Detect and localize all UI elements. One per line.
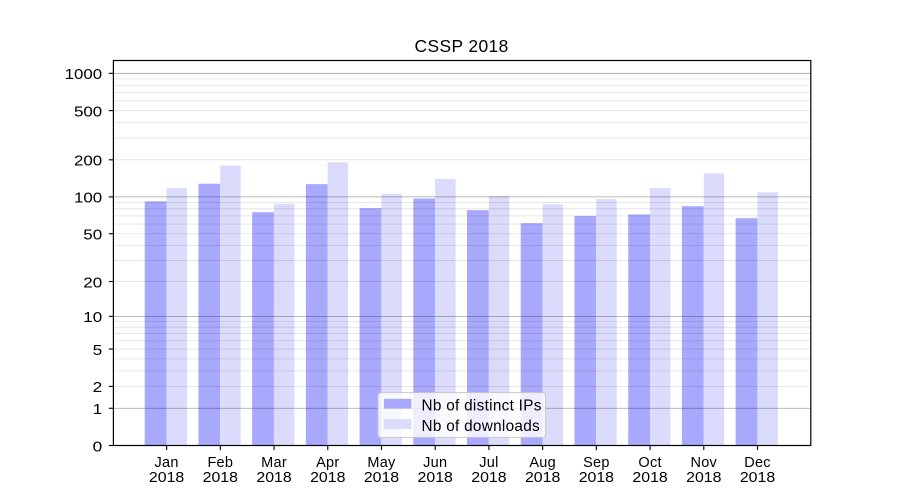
svg-text:Aug: Aug <box>529 455 556 471</box>
svg-text:1: 1 <box>93 401 103 418</box>
svg-text:Jul: Jul <box>479 455 498 471</box>
svg-text:Nb of downloads: Nb of downloads <box>422 418 541 435</box>
svg-text:Jan: Jan <box>155 455 179 471</box>
svg-text:May: May <box>367 455 396 471</box>
svg-text:100: 100 <box>74 190 102 207</box>
svg-text:Jun: Jun <box>423 455 447 471</box>
svg-text:2018: 2018 <box>418 470 453 486</box>
svg-text:10: 10 <box>83 309 102 326</box>
svg-text:1000: 1000 <box>65 66 103 83</box>
svg-text:Feb: Feb <box>207 455 233 471</box>
svg-text:Nov: Nov <box>691 455 718 471</box>
svg-text:50: 50 <box>83 227 102 244</box>
svg-text:Oct: Oct <box>638 455 661 471</box>
svg-text:2: 2 <box>93 379 103 396</box>
svg-text:2018: 2018 <box>364 470 399 486</box>
svg-text:Dec: Dec <box>744 455 771 471</box>
svg-text:0: 0 <box>93 438 103 455</box>
svg-text:2018: 2018 <box>686 470 721 486</box>
svg-text:2018: 2018 <box>256 470 291 486</box>
svg-text:20: 20 <box>83 274 102 291</box>
svg-text:2018: 2018 <box>579 470 614 486</box>
svg-text:2018: 2018 <box>149 470 184 486</box>
svg-text:5: 5 <box>93 342 103 359</box>
svg-text:Mar: Mar <box>261 455 287 471</box>
svg-text:200: 200 <box>74 153 102 170</box>
svg-text:2018: 2018 <box>525 470 560 486</box>
svg-text:500: 500 <box>74 103 102 120</box>
svg-text:CSSP 2018: CSSP 2018 <box>415 36 509 56</box>
svg-text:Apr: Apr <box>316 455 339 471</box>
svg-text:2018: 2018 <box>471 470 506 486</box>
svg-text:Sep: Sep <box>583 455 610 471</box>
svg-text:2018: 2018 <box>740 470 775 486</box>
svg-text:2018: 2018 <box>310 470 345 486</box>
svg-text:2018: 2018 <box>203 470 238 486</box>
svg-text:Nb of distinct IPs: Nb of distinct IPs <box>422 397 542 414</box>
svg-text:2018: 2018 <box>632 470 667 486</box>
